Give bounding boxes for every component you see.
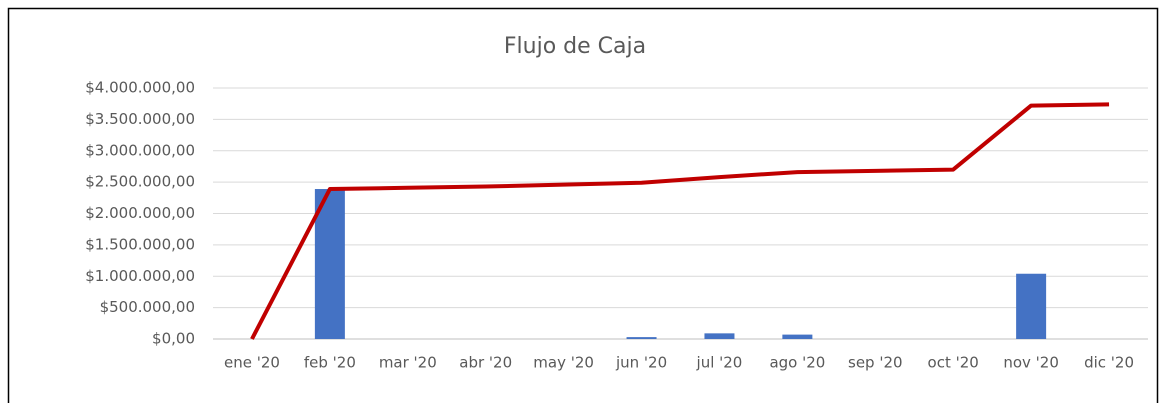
chart-border [7,7,1159,403]
line [250,102,1110,340]
x-tick-label: nov '20 [1003,354,1059,372]
y-tick-label: $0,00 [152,330,195,348]
bar [314,189,345,339]
x-tick-label: oct '20 [928,354,979,372]
x-tick-label: may '20 [533,354,594,372]
y-tick-label: $500.000,00 [100,298,195,316]
bar [782,334,813,339]
x-tick-label: jun '20 [615,354,667,372]
x-tick-label: sep '20 [848,354,903,372]
x-tick-label: jul '20 [696,354,743,372]
chart-title: Flujo de Caja [504,34,646,59]
bar [626,337,657,339]
y-tick-label: $1.500.000,00 [85,235,195,253]
y-tick-label: $2.000.000,00 [85,204,195,222]
y-tick-label: $2.500.000,00 [85,173,195,191]
x-tick-label: ene '20 [224,354,280,372]
bar [704,333,735,339]
x-tick-label: ago '20 [769,354,825,372]
y-tick-label: $1.000.000,00 [85,267,195,285]
y-tick-label: $4.000.000,00 [85,79,195,97]
x-tick-label: feb '20 [304,354,356,372]
x-tick-label: mar '20 [379,354,437,372]
bar [1016,273,1047,339]
x-tick-label: abr '20 [459,354,512,372]
y-tick-label: $3.000.000,00 [85,141,195,159]
y-tick-label: $3.500.000,00 [85,110,195,128]
x-tick-label: dic '20 [1084,354,1134,372]
